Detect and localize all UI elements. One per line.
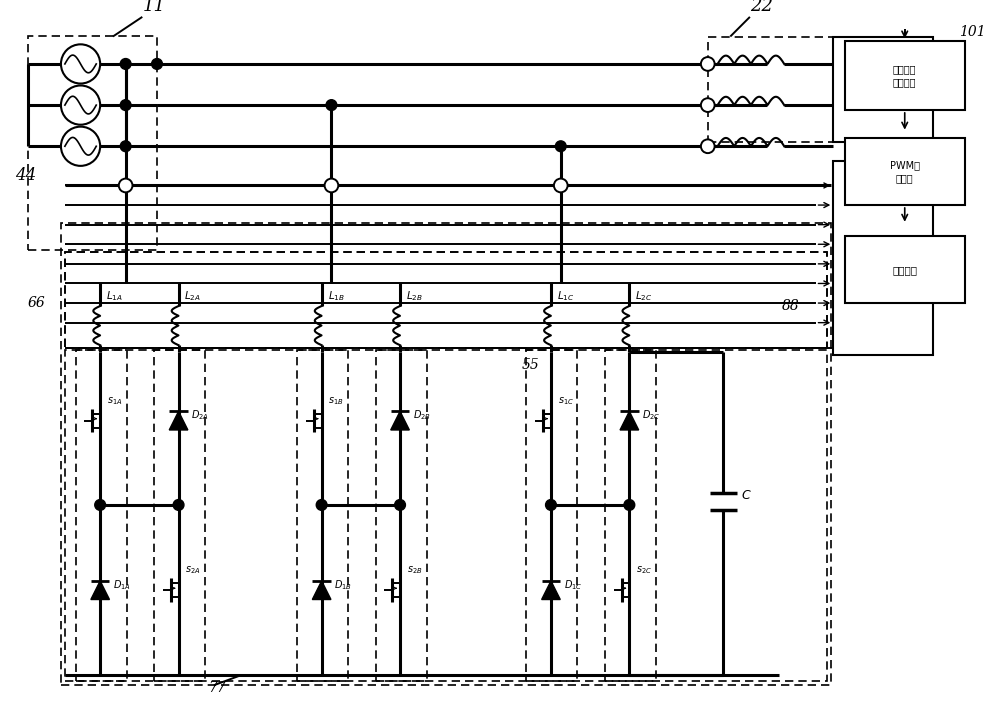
- Circle shape: [325, 179, 338, 192]
- Circle shape: [120, 141, 131, 152]
- Text: $s_{1C}$: $s_{1C}$: [558, 395, 574, 407]
- Text: $D_{2B}$: $D_{2B}$: [413, 409, 431, 422]
- Circle shape: [555, 141, 566, 152]
- Circle shape: [701, 57, 715, 71]
- Bar: [65, 252, 827, 348]
- Circle shape: [554, 179, 568, 192]
- Text: $s_{2B}$: $s_{2B}$: [407, 564, 423, 577]
- Text: $s_{1B}$: $s_{1B}$: [328, 395, 344, 407]
- Text: 11: 11: [142, 0, 165, 15]
- Circle shape: [546, 500, 556, 510]
- Bar: [845, 41, 965, 110]
- Text: 77: 77: [208, 681, 226, 695]
- Text: $L_{1B}$: $L_{1B}$: [328, 289, 344, 303]
- Bar: [833, 161, 933, 355]
- Bar: [65, 252, 827, 348]
- Polygon shape: [391, 411, 409, 430]
- Text: $D_{1C}$: $D_{1C}$: [564, 578, 582, 592]
- Text: $L_{2B}$: $L_{2B}$: [406, 289, 423, 303]
- Circle shape: [120, 99, 131, 111]
- Polygon shape: [312, 581, 331, 599]
- Bar: [28, 36, 157, 250]
- Text: $D_{1A}$: $D_{1A}$: [113, 578, 131, 592]
- Text: $C$: $C$: [741, 489, 752, 502]
- Text: $D_{1B}$: $D_{1B}$: [334, 578, 352, 592]
- Polygon shape: [620, 411, 639, 430]
- Text: 66: 66: [28, 296, 45, 310]
- Text: $L_{2C}$: $L_{2C}$: [635, 289, 653, 303]
- Polygon shape: [91, 581, 109, 599]
- Bar: [605, 350, 656, 682]
- Text: $L_{2A}$: $L_{2A}$: [184, 289, 201, 303]
- Bar: [526, 350, 577, 682]
- Circle shape: [152, 58, 162, 70]
- Circle shape: [395, 500, 405, 510]
- Bar: [76, 350, 127, 682]
- Circle shape: [120, 58, 131, 70]
- Bar: [376, 350, 426, 682]
- Circle shape: [701, 139, 715, 153]
- Text: 22: 22: [750, 0, 773, 15]
- Text: PWM电
流控制: PWM电 流控制: [890, 160, 920, 183]
- Text: 33: 33: [870, 80, 896, 99]
- Text: $L_{1C}$: $L_{1C}$: [557, 289, 574, 303]
- Circle shape: [173, 500, 184, 510]
- Circle shape: [119, 179, 132, 192]
- Text: $s_{1A}$: $s_{1A}$: [107, 395, 123, 407]
- Text: 驱动电路: 驱动电路: [892, 265, 917, 275]
- Bar: [708, 36, 833, 142]
- Bar: [61, 223, 831, 685]
- Polygon shape: [169, 411, 188, 430]
- Bar: [297, 350, 348, 682]
- Text: 101: 101: [959, 25, 985, 38]
- Circle shape: [701, 98, 715, 112]
- Circle shape: [624, 500, 635, 510]
- Text: $s_{2C}$: $s_{2C}$: [636, 564, 652, 577]
- Text: 谐波检测
运算电路: 谐波检测 运算电路: [893, 65, 916, 87]
- Bar: [154, 350, 205, 682]
- Text: $D_{2A}$: $D_{2A}$: [191, 409, 209, 422]
- Circle shape: [95, 500, 106, 510]
- Text: $s_{2A}$: $s_{2A}$: [185, 564, 201, 577]
- Circle shape: [326, 99, 337, 111]
- Text: 55: 55: [522, 358, 539, 372]
- Bar: [833, 36, 933, 142]
- Text: $L_{1A}$: $L_{1A}$: [106, 289, 123, 303]
- Bar: [845, 236, 965, 303]
- Text: 88: 88: [782, 299, 800, 313]
- Circle shape: [316, 500, 327, 510]
- Text: 44: 44: [15, 167, 36, 184]
- Text: $D_{2C}$: $D_{2C}$: [642, 409, 661, 422]
- Polygon shape: [542, 581, 560, 599]
- Text: 99: 99: [870, 248, 896, 268]
- Bar: [845, 138, 965, 205]
- Bar: [65, 350, 827, 682]
